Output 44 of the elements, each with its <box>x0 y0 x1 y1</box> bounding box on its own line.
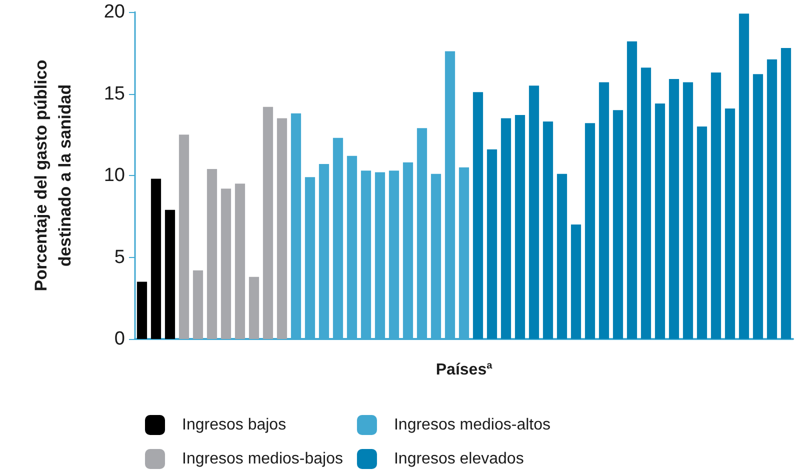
bar <box>500 118 512 339</box>
bar <box>248 276 260 339</box>
bar <box>514 115 526 339</box>
y-tick-label: 20 <box>104 2 125 22</box>
bar <box>654 104 666 339</box>
bar <box>598 82 610 339</box>
bar <box>472 92 484 339</box>
bar <box>570 224 582 339</box>
y-axis-title: Porcentaje del gasto público destinado a la sanidad <box>32 60 74 292</box>
bar <box>164 210 176 339</box>
bar <box>696 126 708 339</box>
y-tick-label: 5 <box>114 246 125 268</box>
bar <box>612 110 624 339</box>
bar <box>640 68 652 339</box>
bar <box>136 282 148 339</box>
bar <box>682 82 694 339</box>
y-tick-label: 15 <box>104 83 125 104</box>
bar <box>262 106 274 339</box>
legend-label: Ingresos medios-altos <box>394 416 550 434</box>
bar <box>150 178 162 339</box>
y-tick-label: 10 <box>104 165 125 186</box>
bar <box>668 79 680 339</box>
bar <box>528 86 540 339</box>
bar <box>752 74 764 339</box>
bar <box>584 123 596 339</box>
bar <box>234 184 246 339</box>
bar <box>192 270 204 339</box>
bar <box>780 48 792 339</box>
bar <box>486 149 498 339</box>
bar <box>542 122 554 339</box>
bar <box>556 174 568 339</box>
legend-label: Ingresos medios-bajos <box>182 450 343 468</box>
bar <box>626 41 638 339</box>
bar <box>766 59 778 339</box>
bar <box>178 134 190 339</box>
bar <box>738 14 750 339</box>
legend-label: Ingresos bajos <box>182 416 286 434</box>
legend-label: Ingresos elevados <box>394 450 524 468</box>
bar <box>276 118 288 339</box>
bar <box>724 108 736 339</box>
bar <box>206 168 218 339</box>
bar <box>710 72 722 339</box>
bar <box>220 188 232 339</box>
y-tick-label: 0 <box>114 328 125 350</box>
